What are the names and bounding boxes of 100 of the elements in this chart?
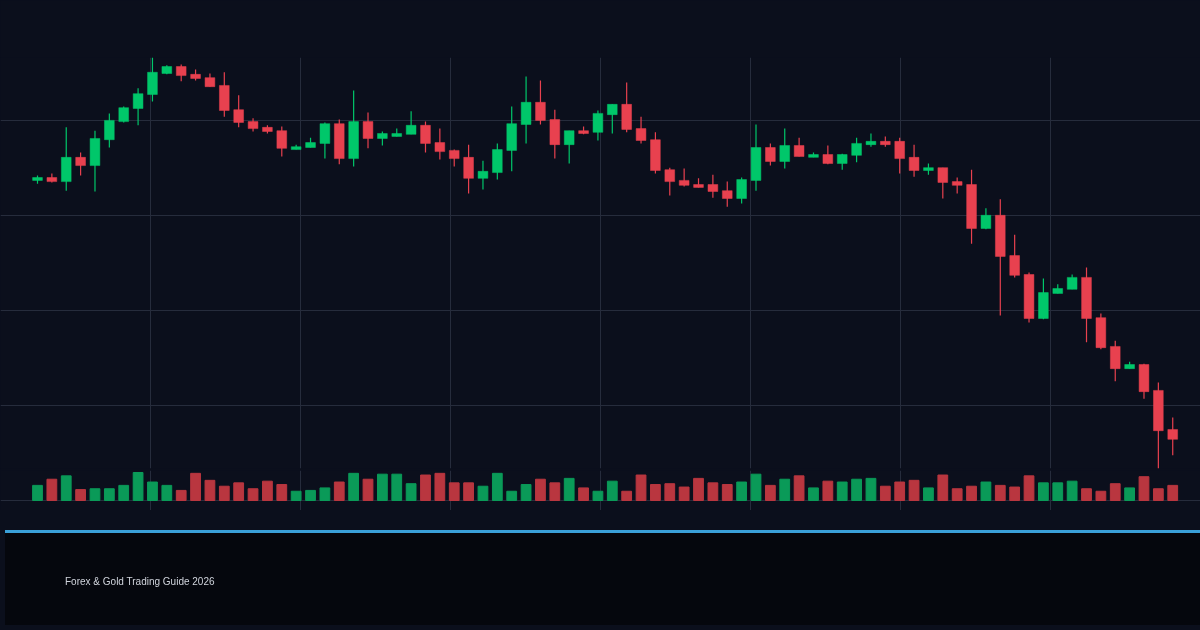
candlestick xyxy=(908,144,920,178)
bar xyxy=(262,480,273,501)
candlestick xyxy=(535,79,546,126)
candlestick xyxy=(765,142,776,167)
bar xyxy=(190,472,201,501)
bar xyxy=(908,479,920,501)
bar xyxy=(951,488,963,501)
bar xyxy=(348,472,360,501)
bar xyxy=(1167,484,1179,501)
candlestick xyxy=(851,137,862,163)
bar xyxy=(161,484,173,501)
bar xyxy=(305,489,316,501)
bar xyxy=(477,485,489,501)
bar xyxy=(563,477,575,501)
bar xyxy=(923,487,934,501)
bar xyxy=(578,487,589,501)
candlestick xyxy=(492,142,503,181)
bar xyxy=(319,487,331,501)
candlestick xyxy=(592,109,604,142)
bar xyxy=(894,481,906,501)
candlestick xyxy=(607,103,618,135)
bar xyxy=(46,478,58,501)
bar xyxy=(60,475,72,501)
bar xyxy=(147,481,158,501)
candlestick xyxy=(1110,340,1121,382)
bar xyxy=(175,489,187,501)
bar xyxy=(836,481,848,501)
bar xyxy=(549,482,561,501)
bar xyxy=(750,473,762,501)
candlestick xyxy=(75,151,86,177)
bar xyxy=(233,482,245,501)
bar xyxy=(420,474,431,501)
bar xyxy=(635,474,647,501)
candlestick xyxy=(779,128,790,170)
bar xyxy=(89,488,101,501)
bar xyxy=(736,481,748,501)
candlestick xyxy=(736,176,747,204)
bar xyxy=(1095,490,1107,501)
candlestick xyxy=(362,111,374,149)
bar xyxy=(405,483,417,501)
bar xyxy=(535,478,546,501)
bar xyxy=(606,480,618,501)
bar xyxy=(218,485,230,501)
candlestick xyxy=(664,167,675,197)
text: Forex & Gold Trading Guide 2026 xyxy=(65,575,215,589)
bar xyxy=(247,488,259,501)
bar xyxy=(650,484,661,501)
bar xyxy=(1052,482,1064,501)
bar xyxy=(276,484,288,501)
candlestick xyxy=(937,167,948,200)
bar xyxy=(721,484,733,501)
candlestick xyxy=(434,128,445,161)
bar xyxy=(118,484,130,501)
bar xyxy=(592,490,604,501)
bar xyxy=(1124,487,1136,501)
bar xyxy=(520,484,532,501)
bar xyxy=(937,474,949,501)
bar xyxy=(1023,475,1035,501)
candlestick xyxy=(420,121,431,154)
bar xyxy=(1066,480,1078,501)
bar xyxy=(966,485,977,501)
bar xyxy=(822,480,834,501)
bar xyxy=(376,473,388,501)
bar xyxy=(491,472,503,501)
bar xyxy=(1138,476,1150,501)
bar xyxy=(621,490,633,501)
bar xyxy=(506,490,518,501)
candlestick xyxy=(1167,416,1178,456)
bar xyxy=(132,472,144,501)
bar xyxy=(1009,486,1021,501)
candlestick xyxy=(477,160,489,191)
bar xyxy=(434,472,446,501)
bar xyxy=(879,485,891,501)
candlestick xyxy=(520,75,532,144)
bar xyxy=(1109,483,1121,501)
candlestick xyxy=(1009,234,1020,278)
candlestick xyxy=(865,132,877,148)
candlestick xyxy=(679,167,690,188)
candlestick xyxy=(319,121,331,160)
bar xyxy=(664,483,676,501)
candlestick xyxy=(147,57,158,103)
candlestick xyxy=(276,125,287,158)
bar xyxy=(1081,488,1092,501)
bar xyxy=(362,478,374,501)
bar xyxy=(75,489,86,501)
candlestick xyxy=(564,130,575,165)
candlestick xyxy=(405,110,417,135)
bar xyxy=(1152,488,1164,501)
candlestick xyxy=(707,174,719,199)
bar xyxy=(204,479,216,501)
candlestick xyxy=(635,116,647,144)
candlestick xyxy=(722,181,733,208)
bar xyxy=(693,477,704,501)
candlestick xyxy=(233,94,244,128)
bar xyxy=(1038,482,1049,501)
bar xyxy=(707,482,719,501)
bar xyxy=(980,481,992,501)
bar xyxy=(290,490,302,501)
bar xyxy=(448,482,460,501)
bar xyxy=(779,478,791,501)
